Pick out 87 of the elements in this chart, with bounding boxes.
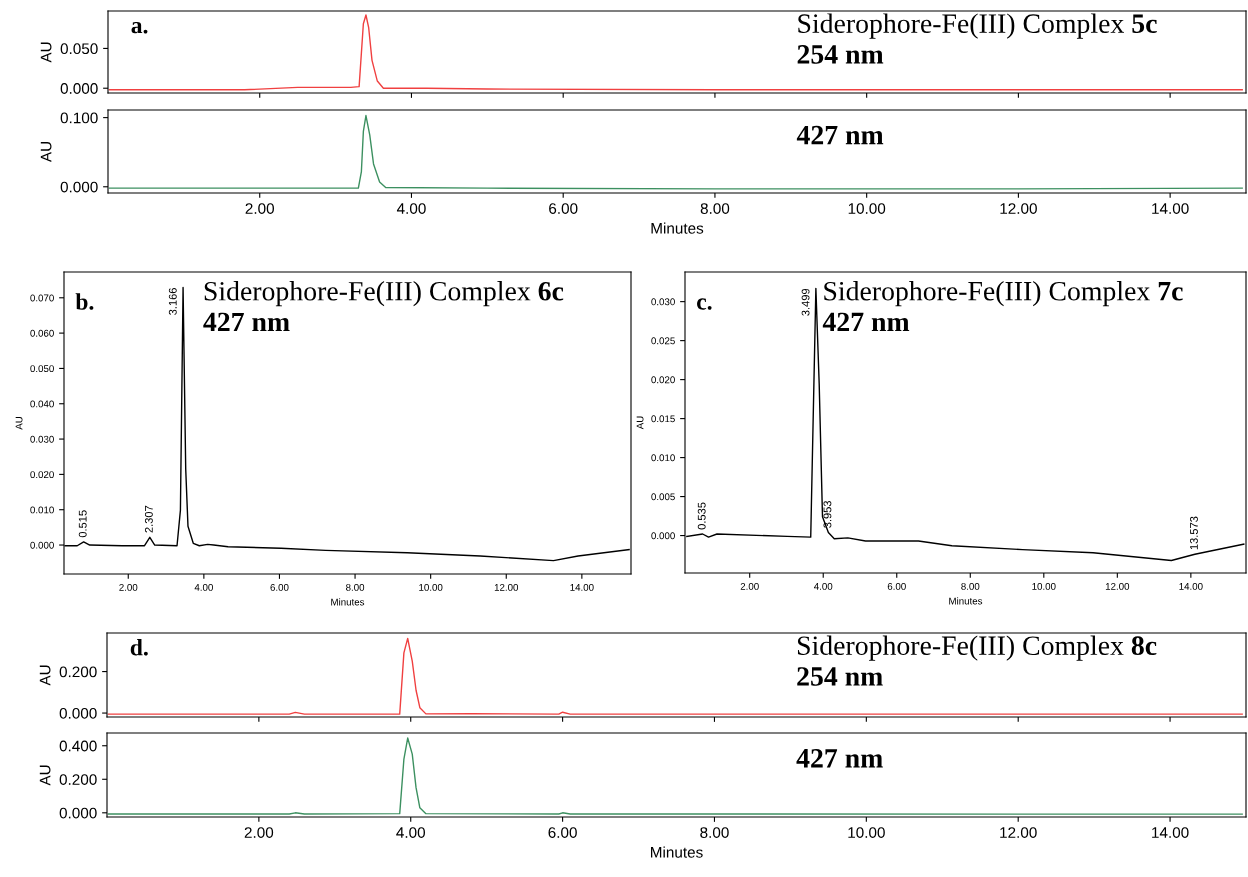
annotation: 0.535 bbox=[697, 502, 706, 530]
y-tick-label: 0.000 bbox=[60, 181, 98, 193]
y-axis-title: AU bbox=[15, 417, 23, 430]
x-tick-label: 2.00 bbox=[119, 583, 138, 591]
chart-title: Siderophore-Fe(III) Complex 6c bbox=[204, 281, 564, 307]
y-tick-label: 0.200 bbox=[59, 774, 97, 785]
annotation: 2.307 bbox=[144, 505, 153, 533]
annotation: d. bbox=[130, 638, 148, 656]
y-axis-title: AU bbox=[39, 665, 51, 686]
y-tick-label: 0.000 bbox=[59, 707, 97, 719]
x-tick-label: 4.00 bbox=[194, 583, 213, 591]
x-tick-label: 4.00 bbox=[813, 582, 833, 590]
x-tick-label: 6.00 bbox=[548, 827, 577, 838]
y-tick-label: 0.000 bbox=[651, 532, 675, 540]
annotation: 13.573 bbox=[1190, 516, 1198, 550]
x-tick-label: 4.00 bbox=[396, 827, 425, 838]
chart-title: Siderophore-Fe(III) Complex 8c bbox=[797, 635, 1157, 661]
text: 427 nm bbox=[822, 312, 910, 332]
x-tick-label: 8.00 bbox=[346, 583, 365, 591]
annotation: a. bbox=[131, 22, 148, 34]
chart-title: Siderophore-Fe(III) Complex 5c bbox=[798, 13, 1157, 39]
y-tick-label: 0.000 bbox=[30, 541, 54, 549]
y-tick-label: 0.040 bbox=[30, 400, 54, 408]
x-axis-title: Minutes bbox=[331, 598, 365, 606]
x-tick-label: 4.00 bbox=[396, 203, 426, 214]
y-axis-title: AU bbox=[40, 142, 52, 163]
y-tick-label: 0.070 bbox=[30, 294, 54, 302]
chart-subtitle: 427 nm bbox=[796, 125, 884, 145]
x-tick-label: 8.00 bbox=[700, 203, 730, 214]
line-series bbox=[107, 637, 1243, 715]
x-tick-label: 14.00 bbox=[1152, 827, 1189, 838]
y-tick-label: 0.050 bbox=[30, 365, 54, 373]
y-tick-label: 0.020 bbox=[30, 471, 54, 479]
x-tick-label: 2.00 bbox=[245, 203, 274, 214]
annotation: c. bbox=[697, 298, 712, 310]
annotation: 3.166 bbox=[168, 288, 177, 315]
y-axis-title: AU bbox=[40, 42, 52, 63]
annotation: 3.953 bbox=[823, 500, 832, 528]
annotation: 0.515 bbox=[78, 510, 87, 538]
x-tick-label: 6.00 bbox=[887, 582, 906, 590]
y-tick-label: 0.030 bbox=[30, 435, 54, 443]
x-tick-label: 10.00 bbox=[848, 827, 885, 838]
y-tick-label: 0.010 bbox=[651, 454, 675, 462]
y-tick-label: 0.025 bbox=[651, 337, 675, 345]
x-tick-label: 6.00 bbox=[549, 203, 578, 214]
annotation: b. bbox=[75, 293, 94, 310]
x-tick-label: 8.00 bbox=[961, 582, 980, 590]
y-tick-label: 0.400 bbox=[59, 740, 97, 752]
x-tick-label: 8.00 bbox=[700, 827, 729, 838]
x-tick-label: 10.00 bbox=[419, 583, 443, 591]
x-tick-label: 2.00 bbox=[740, 582, 759, 590]
y-tick-label: 0.000 bbox=[60, 83, 98, 94]
y-tick-label: 0.015 bbox=[651, 415, 675, 423]
x-tick-label: 12.00 bbox=[1000, 203, 1037, 214]
x-axis-title: Minutes bbox=[949, 597, 983, 605]
y-tick-label: 0.200 bbox=[59, 666, 97, 678]
y-tick-label: 0.020 bbox=[651, 376, 675, 384]
chart-title: Siderophore-Fe(III) Complex 7c bbox=[824, 281, 1183, 307]
x-tick-label: 10.00 bbox=[848, 203, 886, 214]
x-axis-title: Minutes bbox=[651, 222, 704, 234]
x-tick-label: 10.00 bbox=[1032, 582, 1056, 590]
x-tick-label: 14.00 bbox=[570, 583, 594, 591]
y-tick-label: 0.030 bbox=[651, 298, 675, 306]
y-axis-title: AU bbox=[39, 765, 51, 786]
annotation: 3.499 bbox=[801, 288, 810, 316]
x-tick-label: 14.00 bbox=[1179, 582, 1203, 590]
y-tick-label: 0.100 bbox=[60, 112, 98, 124]
x-tick-label: 2.00 bbox=[244, 827, 274, 838]
x-tick-label: 12.00 bbox=[494, 583, 519, 591]
y-tick-label: 0.005 bbox=[651, 493, 675, 501]
x-axis-title: Minutes bbox=[651, 846, 703, 858]
y-tick-label: 0.010 bbox=[30, 506, 54, 514]
text: 427 nm bbox=[203, 312, 290, 332]
x-tick-label: 12.00 bbox=[1000, 827, 1037, 838]
chart-subtitle: 427 nm bbox=[796, 749, 883, 768]
text: 254 nm bbox=[797, 667, 883, 686]
x-tick-label: 14.00 bbox=[1152, 203, 1189, 214]
line-series bbox=[108, 114, 1243, 190]
y-tick-label: 0.060 bbox=[30, 329, 54, 337]
y-tick-label: 0.000 bbox=[59, 807, 97, 819]
y-axis-title: AU bbox=[636, 416, 644, 430]
x-tick-label: 6.00 bbox=[270, 583, 289, 591]
line-series bbox=[108, 14, 1243, 91]
y-tick-label: 0.050 bbox=[60, 43, 98, 55]
text: 254 nm bbox=[797, 45, 884, 64]
line-series bbox=[107, 737, 1243, 815]
x-tick-label: 12.00 bbox=[1105, 582, 1130, 590]
